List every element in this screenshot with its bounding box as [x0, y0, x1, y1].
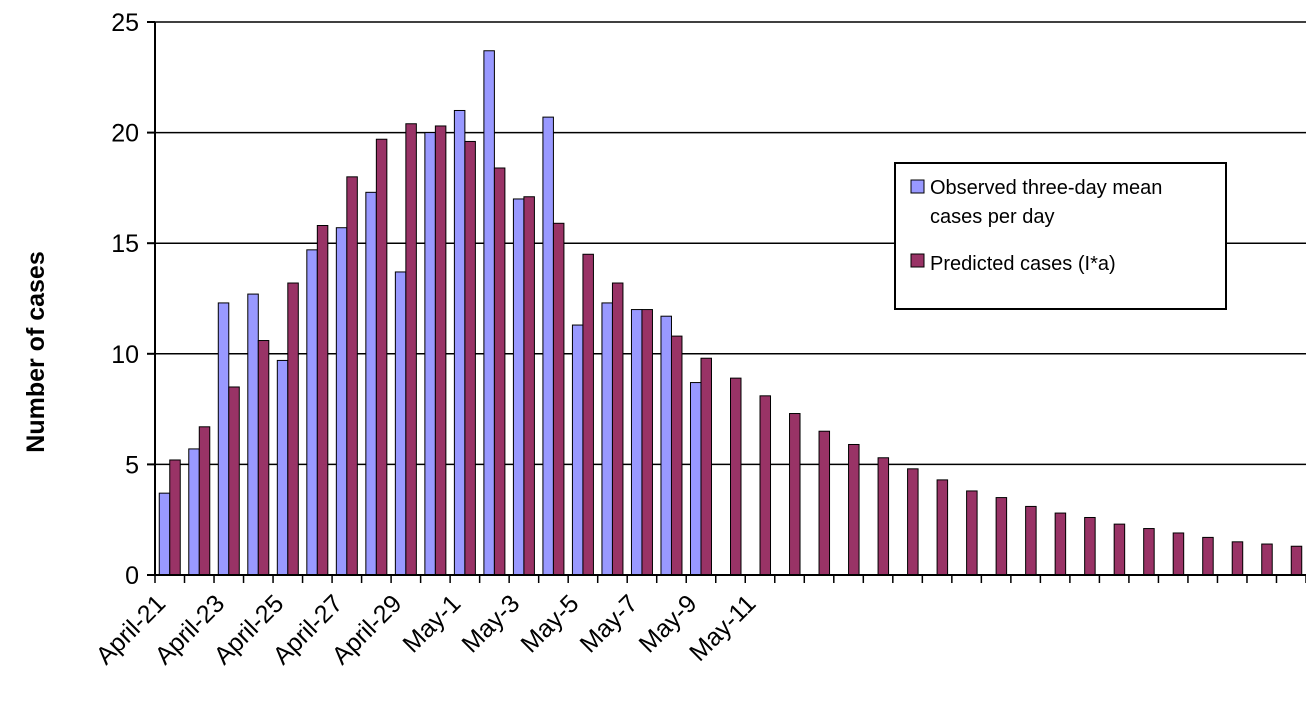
bar-predicted [257, 340, 270, 576]
bar-predicted [434, 125, 447, 576]
bar-observed [601, 302, 613, 576]
y-tick-labels: 0 5 10 15 20 25 [111, 9, 139, 590]
bar-observed [453, 109, 466, 576]
bar-observed [276, 359, 289, 576]
bar-predicted [995, 497, 1008, 576]
bar-predicted [670, 335, 683, 576]
bar-predicted [375, 138, 388, 576]
legend-label-observed-line1: Observed three-day mean [930, 177, 1162, 199]
bar-predicted [287, 282, 299, 576]
bar-predicted [759, 395, 772, 576]
bars [158, 50, 1303, 576]
bar-predicted [818, 430, 831, 576]
bar-predicted [700, 357, 712, 576]
bar-predicted [1261, 543, 1273, 576]
bar-predicted [198, 426, 211, 576]
y-tick-label: 5 [125, 451, 139, 479]
bar-predicted [1172, 532, 1185, 576]
bar-observed [630, 309, 643, 576]
bar-predicted [493, 167, 506, 576]
bar-predicted [1084, 516, 1096, 576]
bar-observed [483, 50, 495, 576]
y-tick-label: 10 [111, 341, 139, 369]
legend-label-predicted: Predicted cases (I*a) [930, 253, 1116, 275]
bar-predicted [1231, 541, 1244, 576]
y-tick-label: 0 [125, 562, 139, 590]
bar-observed [335, 227, 348, 576]
x-tick-label: May-3 [456, 589, 525, 658]
bar-observed [571, 324, 584, 576]
bar-predicted [1202, 536, 1214, 576]
bar-observed [158, 492, 171, 576]
bar-observed [660, 315, 672, 576]
bar-observed [512, 198, 525, 576]
y-tick-label: 15 [111, 230, 139, 258]
legend-box [894, 162, 1227, 310]
y-tick-label: 25 [111, 9, 139, 37]
legend-label-observed-line2: cases per day [930, 206, 1055, 228]
bar-observed [188, 448, 200, 576]
bar-predicted [966, 490, 978, 576]
x-tick-label: May-11 [684, 589, 761, 666]
bar-predicted [936, 479, 949, 576]
bar-predicted [464, 140, 476, 576]
bar-predicted [582, 253, 594, 576]
legend-swatch-observed [910, 179, 925, 194]
bar-predicted [316, 225, 329, 576]
bar-observed [394, 271, 407, 576]
bar-predicted [552, 222, 565, 576]
bar-observed [542, 116, 554, 576]
bar-predicted [346, 176, 358, 576]
x-tick-label: May-7 [575, 589, 644, 658]
bar-predicted [877, 457, 890, 576]
bar-predicted [848, 443, 860, 576]
bar-predicted [730, 377, 742, 576]
bar-observed [306, 249, 318, 576]
bar-predicted [523, 196, 535, 576]
legend-swatch-predicted [910, 253, 925, 268]
y-axis-title: Number of cases [22, 251, 50, 452]
bar-predicted [1054, 512, 1067, 576]
x-tick-label: May-1 [397, 589, 466, 658]
bar-predicted [405, 123, 417, 576]
bar-observed [689, 382, 702, 576]
bar-observed [365, 191, 377, 576]
bar-predicted [789, 413, 801, 576]
bar-predicted [611, 282, 624, 576]
y-tick-label: 20 [111, 120, 139, 148]
bar-predicted [641, 309, 653, 576]
bar-predicted [1113, 523, 1126, 576]
bar-predicted [1025, 505, 1037, 576]
bar-predicted [907, 468, 919, 576]
bar-predicted [169, 459, 181, 576]
bar-predicted [1143, 528, 1155, 576]
bar-predicted [1290, 545, 1303, 576]
legend: Observed three-day mean cases per day Pr… [894, 162, 1227, 310]
x-tick-label: May-5 [516, 589, 585, 658]
bar-predicted [228, 386, 240, 576]
axes [147, 21, 1306, 583]
bar-observed [247, 293, 259, 576]
bar-observed [217, 302, 230, 576]
x-tick-labels: April-21April-23April-25April-27April-29… [91, 589, 762, 670]
bar-observed [424, 132, 436, 576]
